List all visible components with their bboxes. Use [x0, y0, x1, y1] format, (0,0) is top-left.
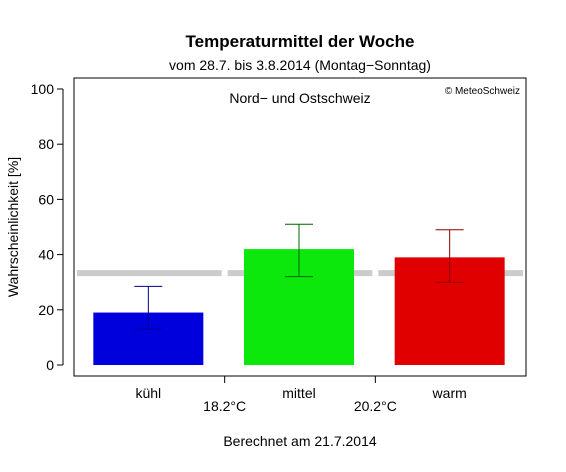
- y-tick-label: 80: [38, 136, 54, 152]
- y-tick-label: 0: [46, 357, 54, 373]
- x-category-label: mittel: [282, 385, 315, 401]
- threshold-label: 20.2°C: [354, 398, 397, 414]
- x-category-label: kühl: [135, 385, 161, 401]
- x-axis: kühl mittel warm 18.2°C 20.2°C: [135, 376, 467, 414]
- y-tick-label: 40: [38, 247, 54, 263]
- chart-title: Temperaturmittel der Woche: [186, 32, 415, 51]
- y-tick-label: 60: [38, 191, 54, 207]
- chart-subtitle: vom 28.7. bis 3.8.2014 (Montag−Sonntag): [169, 57, 431, 73]
- threshold-label: 18.2°C: [203, 398, 246, 414]
- panel-label: Nord− und Ostschweiz: [229, 90, 370, 106]
- footer-note: Berechnet am 21.7.2014: [223, 433, 377, 449]
- plot-frame: [73, 77, 527, 377]
- y-tick-label: 20: [38, 302, 54, 318]
- copyright-label: © MeteoSchweiz: [445, 86, 520, 97]
- x-category-label: warm: [432, 385, 467, 401]
- error-bars: [134, 223, 464, 330]
- y-axis-label: Wahrscheinlichkeit [%]: [5, 157, 21, 297]
- y-axis: 0 20 40 60 80 100: [31, 81, 64, 373]
- y-tick-label: 100: [31, 81, 55, 97]
